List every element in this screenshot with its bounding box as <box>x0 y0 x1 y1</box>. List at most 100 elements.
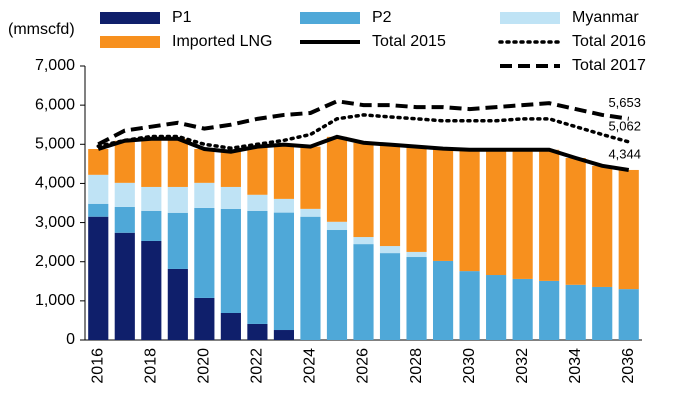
bar-segment <box>194 207 215 298</box>
bar-segment <box>512 149 533 279</box>
bar-segment <box>88 203 109 217</box>
legend-label: Myanmar <box>572 9 639 26</box>
bar-segment <box>273 212 295 331</box>
bar-segment <box>88 148 109 175</box>
bar-segment <box>220 312 241 340</box>
bar-segment <box>194 297 215 340</box>
y-tick-label: 4,000 <box>35 175 75 192</box>
legend-swatch <box>100 12 160 24</box>
bar-segment <box>618 169 639 290</box>
bar-segment <box>88 174 109 204</box>
bar-segment <box>114 140 135 183</box>
bar-segment <box>618 289 639 340</box>
bar-segment <box>273 198 295 213</box>
bar-segment <box>592 165 613 287</box>
bar-segment <box>406 146 427 252</box>
bar-segment <box>379 253 401 340</box>
bar-segment <box>539 149 560 281</box>
bar-segment <box>273 144 295 199</box>
bar-segment <box>512 278 533 340</box>
legend-label: P2 <box>372 9 392 26</box>
y-tick-label: 2,000 <box>35 253 75 270</box>
bar-segment <box>486 275 507 340</box>
bar-segment <box>406 257 427 340</box>
bar-segment <box>114 232 135 340</box>
x-tick-label: 2028 <box>408 348 425 384</box>
y-tick-label: 7,000 <box>35 57 75 74</box>
x-tick-label: 2022 <box>249 348 266 384</box>
y-tick-label: 3,000 <box>35 214 75 231</box>
bar-segment <box>114 206 135 233</box>
bar-segment <box>353 237 374 245</box>
bar-segment <box>114 182 135 207</box>
y-tick-label: 0 <box>66 331 75 348</box>
bar-segment <box>300 146 321 209</box>
x-tick-label: 2018 <box>143 348 160 384</box>
bar-segment <box>353 244 374 340</box>
x-tick-label: 2026 <box>355 348 372 384</box>
legend-swatch <box>300 12 360 24</box>
bar-segment <box>247 146 268 195</box>
x-tick-label: 2036 <box>620 348 637 384</box>
bar-segment <box>592 286 613 340</box>
bar-segment <box>141 240 162 340</box>
bar-segment <box>432 260 454 340</box>
bar-segment <box>486 149 507 276</box>
x-tick-label: 2016 <box>89 348 106 384</box>
bar-segment <box>300 208 321 217</box>
bar-segment <box>220 151 241 187</box>
bar-segment <box>141 138 162 187</box>
bar-segment <box>141 186 162 211</box>
bar-segment <box>565 284 586 340</box>
x-tick-label: 2024 <box>302 348 319 384</box>
legend-label: Total 2016 <box>572 33 646 50</box>
x-tick-label: 2030 <box>461 348 478 384</box>
legend-label: Total 2017 <box>572 57 646 74</box>
bar-segment <box>379 144 401 247</box>
bar-segment <box>326 136 348 222</box>
bar-segment <box>167 268 188 340</box>
bar-segment <box>300 216 321 340</box>
bar-segment <box>326 221 348 231</box>
bar-segment <box>141 210 162 241</box>
legend-label: Total 2015 <box>372 33 446 50</box>
legend-swatch <box>100 36 160 48</box>
bar-segment <box>247 194 268 211</box>
legend-swatch <box>500 12 560 24</box>
bar-segment <box>565 157 586 285</box>
y-tick-label: 1,000 <box>35 292 75 309</box>
line-dashed <box>97 99 630 147</box>
bar-segment <box>88 216 109 340</box>
bar-segment <box>194 148 215 183</box>
x-tick-label: 2034 <box>567 348 584 384</box>
line-dotted <box>96 113 631 150</box>
bar-segment <box>167 212 188 269</box>
bar-segment <box>326 230 348 340</box>
x-tick-label: 2032 <box>514 348 531 384</box>
y-tick-label: 5,000 <box>35 136 75 153</box>
data-label: 5,062 <box>608 118 641 133</box>
line-solid <box>97 134 630 172</box>
y-tick-label: 6,000 <box>35 96 75 113</box>
bar-segment <box>247 210 268 324</box>
bar-segment <box>247 323 268 340</box>
legend-label: P1 <box>172 9 192 26</box>
bar-segment <box>167 138 188 187</box>
bar-segment <box>167 186 188 213</box>
bar-segment <box>379 246 401 254</box>
x-tick-label: 2020 <box>196 348 213 384</box>
bar-segment <box>539 280 560 340</box>
data-label: 5,653 <box>608 95 641 110</box>
data-label: 4,344 <box>608 146 641 161</box>
y-axis-label: (mmscfd) <box>8 21 75 38</box>
bar-segment <box>220 186 241 209</box>
legend-label: Imported LNG <box>172 33 272 50</box>
bar-segment <box>406 251 427 258</box>
bar-segment <box>194 182 215 208</box>
bar-segment <box>432 148 454 261</box>
bar-segment <box>220 208 241 313</box>
bar-segment <box>459 149 480 272</box>
bar-segment <box>273 330 295 340</box>
bar-segment <box>459 271 480 340</box>
